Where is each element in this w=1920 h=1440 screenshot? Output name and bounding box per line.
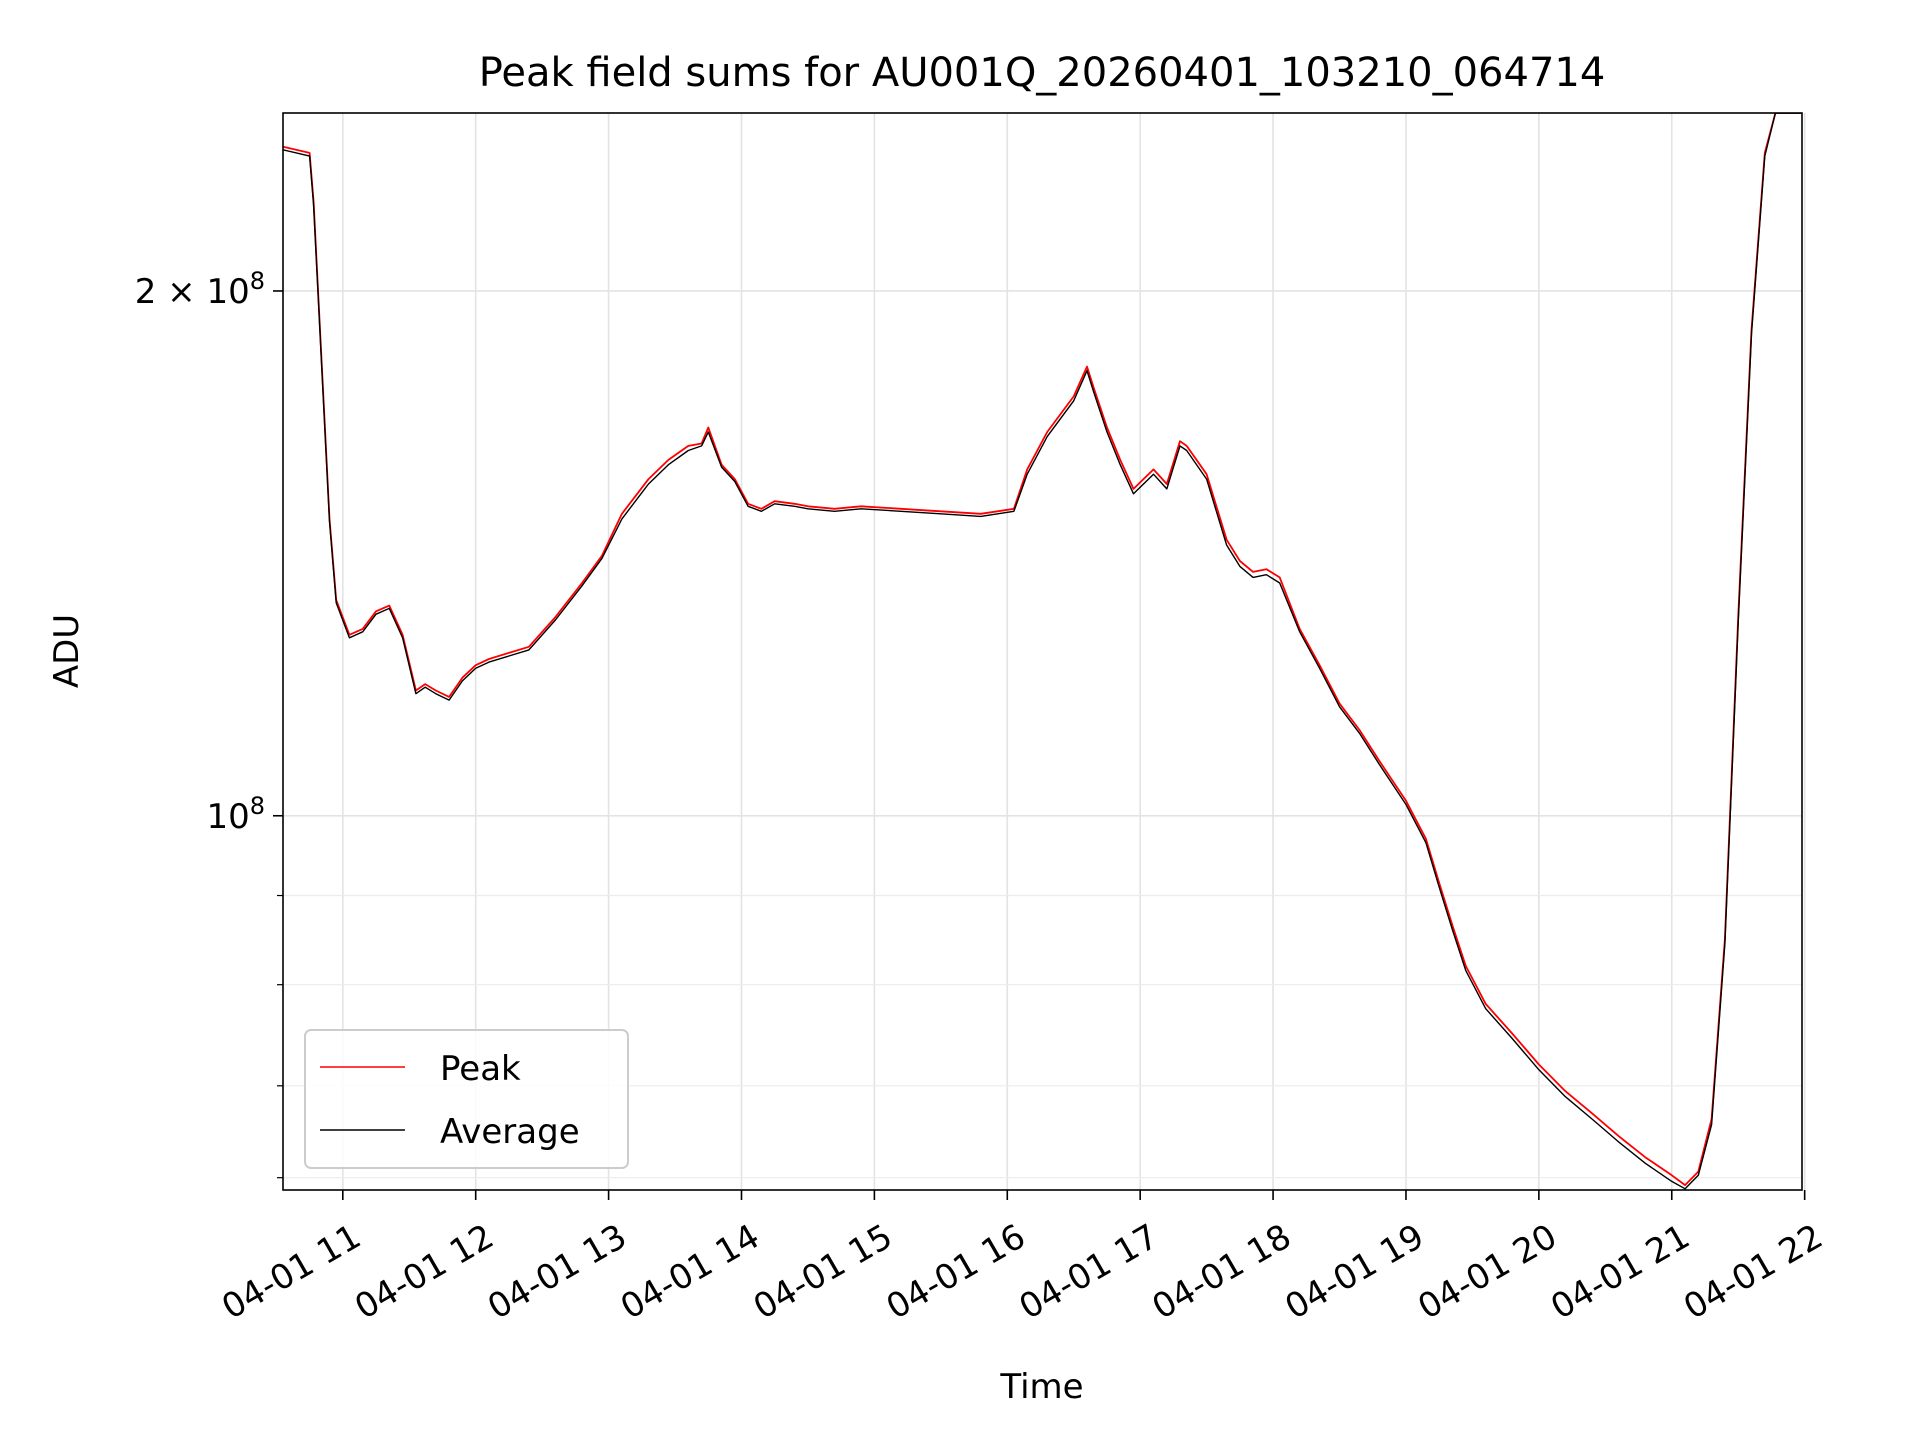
grid-lines	[283, 113, 1806, 1190]
y-axis: 108 2 × 108	[135, 267, 283, 1179]
legend: Peak Average	[304, 1029, 629, 1169]
plot-area-frame	[282, 112, 1803, 1191]
legend-box	[304, 1029, 629, 1169]
x-axis-label: Time	[999, 1367, 1083, 1407]
legend-average-label: Average	[440, 1112, 580, 1152]
y-tick-label: 2 × 108	[135, 267, 265, 312]
legend-peak-label: Peak	[440, 1049, 521, 1089]
chart-title: Peak field sums for AU001Q_20260401_1032…	[479, 50, 1606, 96]
series-layer	[283, 113, 1802, 1190]
series-line-average	[283, 113, 1802, 1190]
series-line-peak	[283, 113, 1802, 1186]
y-tick-label: 108	[206, 792, 265, 837]
y-axis-label: ADU	[47, 614, 87, 688]
